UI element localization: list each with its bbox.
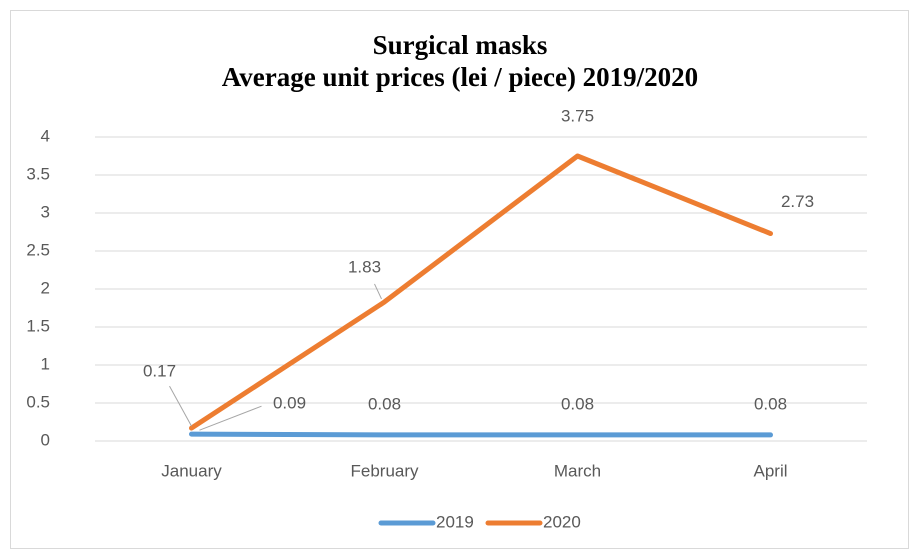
leader-line (199, 405, 262, 431)
data-label: 0.17 (143, 362, 176, 381)
y-tick-label: 0 (41, 430, 50, 449)
x-tick-label: February (350, 461, 419, 480)
x-tick-label: March (554, 461, 601, 480)
data-label: 1.83 (348, 257, 381, 276)
y-tick-label: 1 (41, 354, 50, 373)
data-label: 0.08 (368, 394, 401, 413)
y-tick-label: 4 (41, 126, 50, 145)
data-label: 0.09 (273, 394, 306, 413)
series-line (189, 431, 773, 438)
data-label: 2.73 (781, 192, 814, 211)
legend-label: 2019 (436, 512, 474, 531)
x-tick-label: April (753, 461, 787, 480)
y-tick-label: 2 (41, 278, 50, 297)
data-label: 0.08 (754, 394, 787, 413)
series-line (189, 153, 773, 431)
y-tick-label: 3.5 (26, 164, 50, 183)
data-label: 3.75 (561, 106, 594, 125)
chart-subtitle: Average unit prices (lei / piece) 2019/2… (222, 62, 698, 92)
y-tick-label: 2.5 (26, 240, 50, 259)
leader-line (374, 283, 382, 300)
chart-border (10, 10, 909, 549)
chart-title: Surgical masks (373, 30, 548, 60)
y-tick-label: 0.5 (26, 392, 50, 411)
leader-line (169, 385, 192, 427)
y-tick-label: 3 (41, 202, 50, 221)
x-tick-label: January (161, 461, 222, 480)
data-label: 0.08 (561, 394, 594, 413)
y-tick-label: 1.5 (26, 316, 50, 335)
legend-label: 2020 (543, 512, 581, 531)
